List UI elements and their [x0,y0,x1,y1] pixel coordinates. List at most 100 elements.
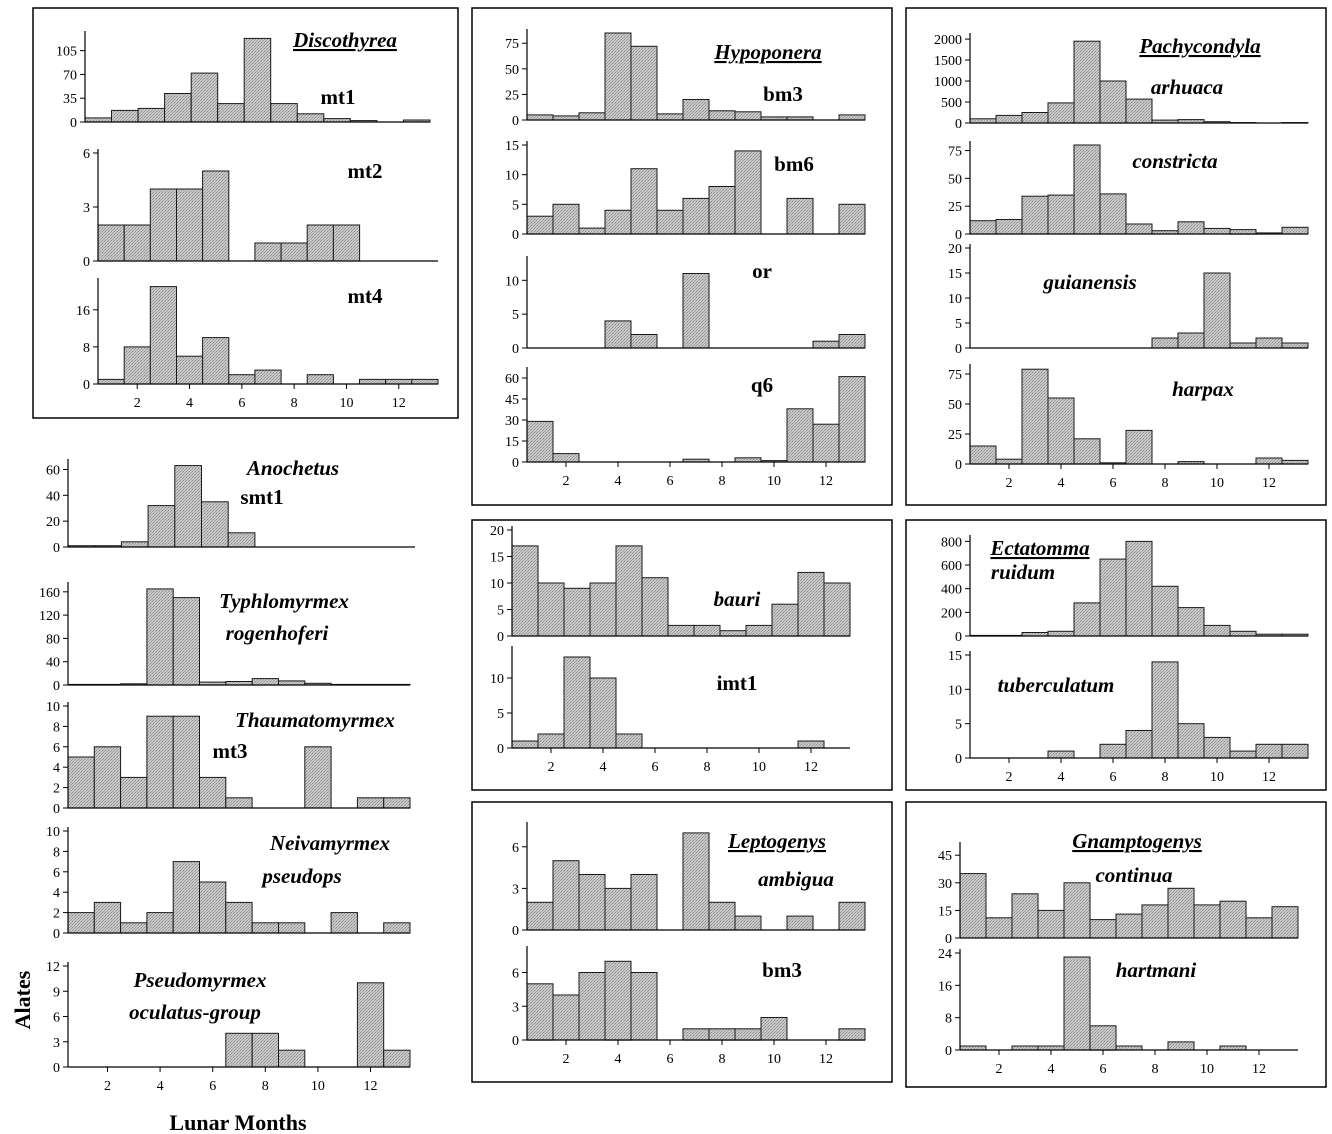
y-tick-label: 16 [76,304,90,319]
x-tick-label: 2 [1006,770,1013,785]
y-tick-label: 6 [83,147,90,162]
y-tick-label: 6 [512,967,519,982]
chart-17: 0 5 10 15 20 bauri [490,524,851,645]
y-axis-title: Alates [10,970,35,1029]
bar [1011,893,1039,939]
y-tick-label: 0 [955,117,962,132]
series-label: Thaumatomyrmex [235,708,395,732]
bar [356,797,385,809]
x-tick-label: 4 [1058,476,1065,491]
x-tick-label: 8 [1162,476,1169,491]
chart-1: 0 35 70 105 Discothyrea mt1 [56,28,431,131]
x-tick-label: 6 [1110,476,1117,491]
bar [578,874,606,931]
x-tick-label: 8 [1152,1062,1159,1077]
y-tick-label: 3 [53,1036,60,1051]
chart-5: 0 5 10 15 bm6 [505,139,866,243]
series-label: Typhlomyrmex [219,589,349,613]
series-label: mt2 [348,159,383,183]
bar [552,453,580,463]
series-label: ambigua [758,867,834,891]
y-tick-label: 10 [948,292,962,307]
y-tick-label: 1000 [934,75,962,90]
bar [1203,624,1231,637]
bar [1073,602,1101,637]
bar [959,873,987,939]
bar [120,922,148,934]
y-tick-label: 8 [53,720,60,735]
bar [278,922,306,934]
y-tick-label: 16 [938,979,952,994]
bar [1203,272,1231,349]
y-tick-label: 3 [83,201,90,216]
x-tick-label: 10 [767,1052,781,1067]
chart-11: 0 25 50 75 2 4 6 8 10 12 harpax [948,364,1309,491]
bar [359,378,387,385]
bar [578,972,606,1041]
chart-2: 0 3 6 mt2 [83,147,438,270]
x-tick-label: 2 [1006,476,1013,491]
bar [1115,913,1143,939]
chart-8: 0 500 1000 1500 2000 Pachycondyla arhuaca [934,33,1309,132]
panel-frame-2 [471,7,893,506]
x-tick-label: 8 [291,396,298,411]
panel-frames [32,7,1327,1088]
bar [1203,736,1231,759]
x-tick-label: 6 [652,760,659,775]
y-tick-label: 15 [505,435,519,450]
bar [838,334,866,349]
bar [332,224,361,262]
bar [202,337,230,385]
series-label: mt1 [321,85,356,109]
y-tick-label: 5 [512,308,519,323]
x-tick-label: 8 [1162,770,1169,785]
y-tick-label: 20 [490,524,504,539]
bar [604,960,632,1041]
y-tick-label: 0 [945,932,952,947]
chart-23: 0 15 30 45 Gnamptogenys continua [938,829,1299,947]
bar [511,740,539,749]
bar [1281,226,1309,235]
bar [137,107,166,123]
x-tick-label: 8 [262,1079,269,1094]
x-tick-label: 4 [1058,770,1065,785]
bar [383,922,411,934]
bar [630,972,658,1041]
bar [190,72,219,123]
group-title: Gnamptogenys [1072,829,1202,853]
series-label: tuberculatum [998,673,1115,697]
y-tick-label: 400 [941,583,962,598]
bar [225,901,253,934]
bar [708,110,736,121]
group-title: Leptogenys [727,829,826,853]
bar [985,917,1013,939]
y-tick-label: 600 [941,559,962,574]
bar [120,541,149,548]
bar [149,188,178,262]
y-tick-label: 0 [512,456,519,471]
x-tick-label: 6 [209,1079,216,1094]
x-tick-label: 12 [1262,770,1276,785]
y-tick-label: 75 [948,368,962,383]
y-tick-label: 20 [948,242,962,257]
y-tick-label: 800 [941,535,962,550]
y-tick-label: 200 [941,606,962,621]
y-tick-label: 25 [948,428,962,443]
x-tick-label: 8 [719,474,726,489]
bar [199,881,227,934]
bar [786,408,814,463]
bar [745,624,773,637]
bar [254,242,282,262]
bar [383,1049,411,1068]
bar [1073,438,1101,465]
bar [812,340,840,349]
y-tick-label: 70 [63,68,77,83]
x-tick-label: 8 [719,1052,726,1067]
bar [812,423,840,463]
bar [1125,223,1153,235]
bar [641,577,669,637]
y-tick-label: 0 [497,742,504,757]
series-label: oculatus-group [129,1000,261,1024]
bar [306,374,334,385]
